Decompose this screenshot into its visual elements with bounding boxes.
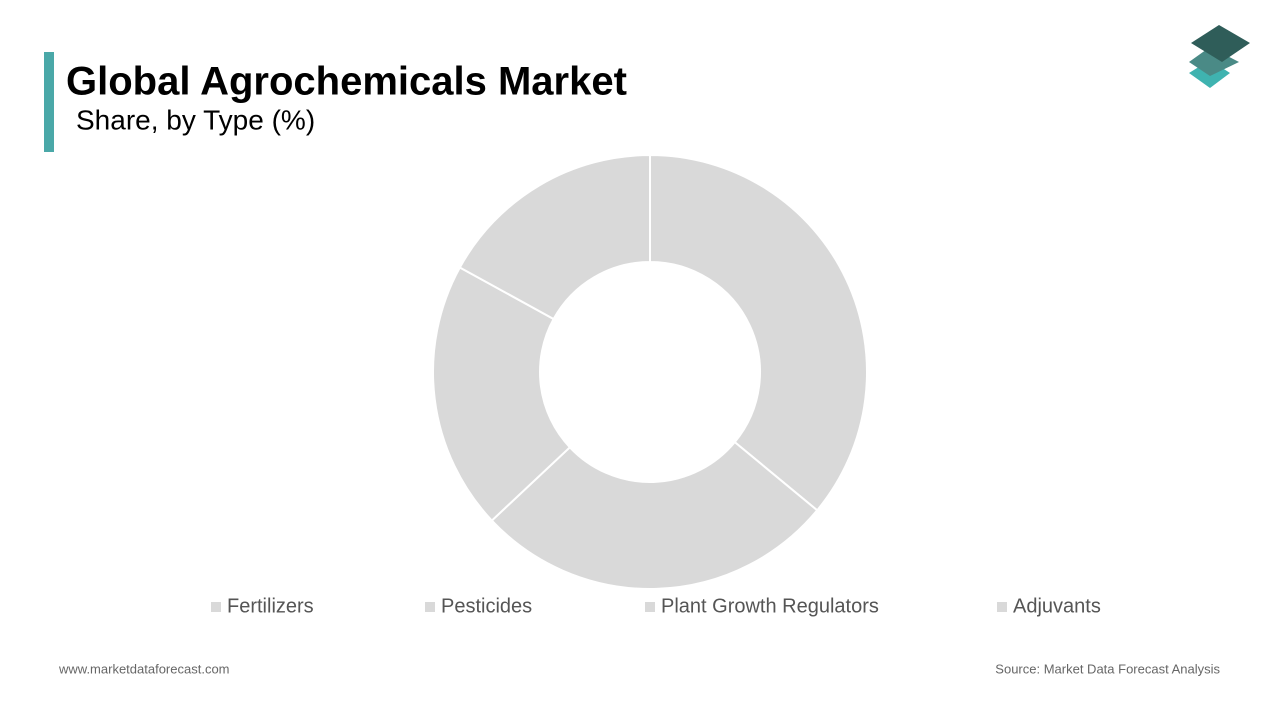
donut-slice [432,266,572,522]
legend-label: Plant Growth Regulators [661,595,879,617]
footer-website: www.marketdataforecast.com [58,661,230,676]
legend-swatch [425,602,435,612]
legend-swatch [997,602,1007,612]
logo [1189,25,1250,88]
legend-swatch [211,602,221,612]
chart-subtitle: Share, by Type (%) [76,104,315,135]
donut-slice [458,153,651,321]
donut-slice [490,440,819,590]
title-accent [44,52,54,152]
legend-label: Pesticides [441,595,532,617]
legend-label: Fertilizers [227,595,314,617]
legend-swatch [645,602,655,612]
legend-label: Adjuvants [1013,595,1101,617]
footer-source: Source: Market Data Forecast Analysis [995,661,1220,676]
donut-slice [649,153,868,512]
chart-title: Global Agrochemicals Market [66,60,627,104]
